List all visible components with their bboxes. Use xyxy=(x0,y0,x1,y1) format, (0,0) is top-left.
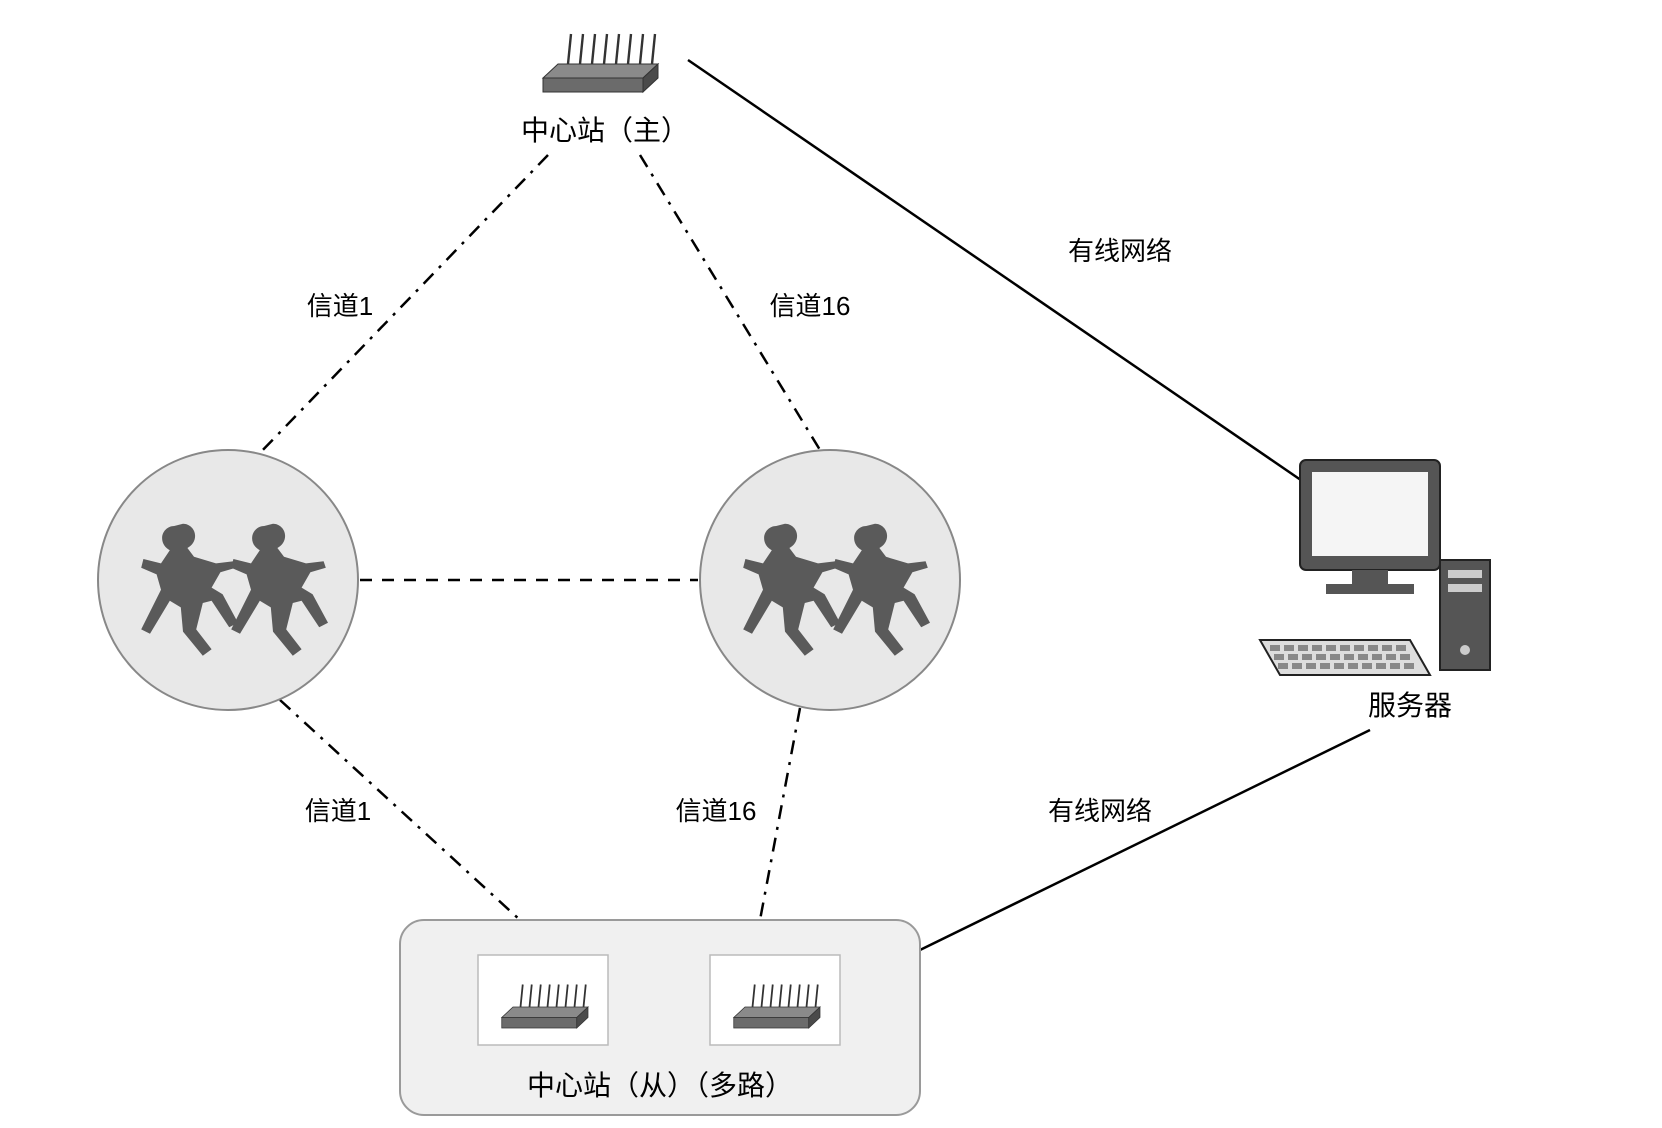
edge-label-0: 有线网络 xyxy=(1068,236,1172,266)
group_right-circle xyxy=(700,450,960,710)
group_left-circle xyxy=(98,450,358,710)
slave-router-tile-2 xyxy=(710,955,840,1045)
edge-label-2: 信道16 xyxy=(770,291,851,321)
edge-main_station-group_left xyxy=(258,155,548,455)
edge-label-1: 信道1 xyxy=(307,291,373,321)
edge-label-4: 信道1 xyxy=(305,796,371,826)
edge-label-6: 有线网络 xyxy=(1048,796,1152,826)
edge-server-slave_box xyxy=(920,730,1370,950)
edge-label-5: 信道16 xyxy=(676,796,757,826)
slave-station-label: 中心站（从）（多路） xyxy=(527,1070,793,1101)
server-computer-icon xyxy=(1260,460,1490,675)
server-label: 服务器 xyxy=(1368,690,1452,721)
edge-group_right-slave_box xyxy=(760,708,800,920)
main-station-label: 中心站（主） xyxy=(521,115,689,146)
main-station-router-icon xyxy=(543,34,658,92)
slave-router-tile-1 xyxy=(478,955,608,1045)
edge-main_station-server xyxy=(688,60,1330,500)
